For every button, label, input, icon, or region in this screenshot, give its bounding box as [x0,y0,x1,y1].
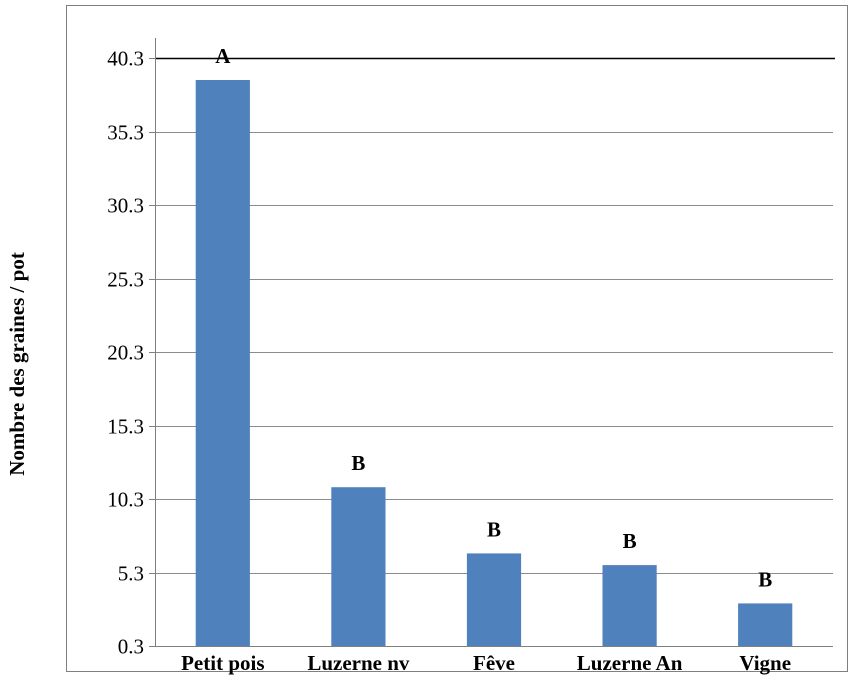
x-tick-label: Vigne [739,651,791,675]
y-tick-label: 30.3 [107,194,144,218]
y-tick-label: 35.3 [107,121,144,145]
bar [195,80,250,646]
bar [331,487,386,646]
significance-label: B [623,529,637,553]
bar [738,603,793,646]
significance-label: B [487,517,501,541]
bar [466,553,522,646]
x-tick-label: Luzerne An [577,651,683,675]
x-tick-label: Luzerne nv [307,651,410,675]
y-tick-label: 25.3 [107,268,144,292]
y-tick-label: 20.3 [107,341,144,365]
y-tick-label: 40.3 [107,47,144,71]
y-tick-label: 0.3 [118,635,144,659]
x-tick-label: Fêve [473,651,515,675]
significance-labels: A B B B B [215,44,772,591]
chart-border [66,5,848,672]
significance-label: B [351,451,365,475]
y-tick-label: 10.3 [107,488,144,512]
y-tick-label: 15.3 [107,415,144,439]
y-axis-title: Nombre des graines / pot [5,252,29,476]
x-tick-label: Petit pois [181,651,264,675]
significance-label: B [758,567,772,591]
significance-label: A [215,44,231,68]
y-tick-label: 5.3 [118,562,144,586]
gridlines [155,57,835,574]
bar [602,565,657,646]
bars [195,80,793,646]
y-tick-labels: 0.3 5.3 10.3 15.3 20.3 25.3 30.3 35.3 40.3 [107,47,155,659]
x-tick-labels: Petit pois Luzerne nv Fêve Luzerne An Vigne [181,651,791,675]
